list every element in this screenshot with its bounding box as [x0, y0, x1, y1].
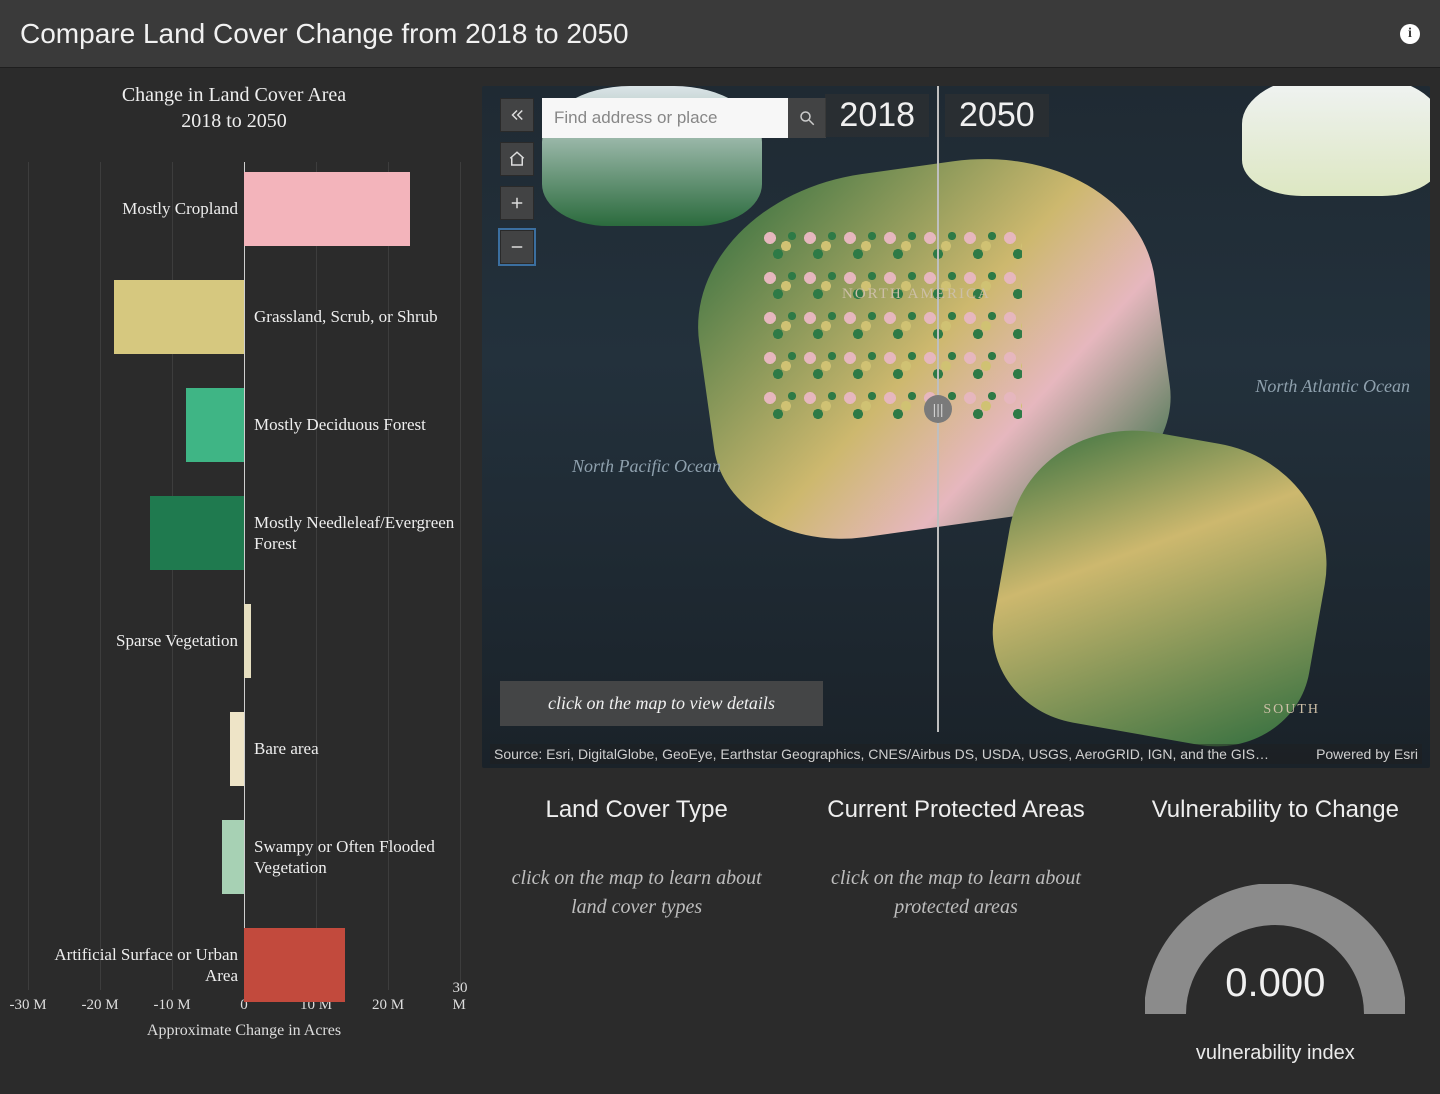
x-tick-label: 30 M [453, 980, 468, 1014]
chart-bar[interactable] [244, 172, 410, 246]
collapse-panel-button[interactable] [500, 98, 534, 132]
zoom-out-button[interactable] [500, 230, 534, 264]
page-title: Compare Land Cover Change from 2018 to 2… [20, 18, 629, 50]
attribution-powered: Powered by Esri [1316, 746, 1418, 762]
year-left-badge: 2018 [825, 94, 929, 137]
info-icon[interactable]: i [1400, 24, 1420, 44]
chart-bar[interactable] [244, 928, 345, 1002]
main-content: Change in Land Cover Area 2018 to 2050 -… [0, 68, 1440, 1094]
map-label-pacific: North Pacific Ocean [572, 456, 721, 477]
chart-title: Change in Land Cover Area 2018 to 2050 [6, 82, 462, 134]
chart-bar-label: Mostly Cropland [28, 172, 238, 246]
chart-bar-label: Artificial Surface or Urban Area [28, 928, 238, 1002]
map-label-atlantic: North Atlantic Ocean [1255, 376, 1410, 397]
chart-bar-label: Sparse Vegetation [28, 604, 238, 678]
chart-bar-label: Mostly Needleleaf/Evergreen Forest [254, 496, 458, 570]
chart-bar-label: Grassland, Scrub, or Shrub [254, 280, 458, 354]
gauge-value: 0.000 [1145, 961, 1405, 1006]
chart-gridline [244, 162, 245, 990]
left-panel: Change in Land Cover Area 2018 to 2050 -… [0, 68, 472, 1094]
map-tip: click on the map to view details [500, 681, 823, 726]
info-cards-row: Land Cover Type click on the map to lear… [482, 796, 1430, 1065]
app-header: Compare Land Cover Change from 2018 to 2… [0, 0, 1440, 68]
card-title: Land Cover Type [545, 796, 727, 824]
attribution-source: Source: Esri, DigitalGlobe, GeoEye, Eart… [494, 746, 1269, 762]
home-extent-button[interactable] [500, 142, 534, 176]
x-axis-label: Approximate Change in Acres [28, 1022, 460, 1040]
map-compare[interactable]: NORTH AMERICA North Pacific Ocean North … [482, 86, 1430, 768]
search-input[interactable] [542, 98, 788, 138]
map-landmass [1242, 86, 1430, 196]
chart-bar[interactable] [150, 496, 244, 570]
chart-bar-label: Swampy or Often Flooded Vegetation [254, 820, 458, 894]
map-controls [500, 98, 534, 264]
vulnerability-gauge: 0.000 [1145, 884, 1405, 1024]
right-panel: NORTH AMERICA North Pacific Ocean North … [472, 68, 1440, 1094]
card-title: Current Protected Areas [827, 796, 1084, 824]
chart-gridline [100, 162, 101, 990]
card-message: click on the map to learn about land cov… [507, 864, 767, 922]
year-right-badge: 2050 [945, 94, 1049, 137]
chart-title-line1: Change in Land Cover Area [122, 84, 346, 106]
chart-bar[interactable] [114, 280, 244, 354]
swipe-divider[interactable]: ||| [937, 86, 939, 732]
card-protected-areas: Current Protected Areas click on the map… [801, 796, 1110, 1065]
chart-bar[interactable] [222, 820, 244, 894]
search-button[interactable] [788, 98, 826, 138]
bar-chart: -30 M-20 M-10 M010 M20 M30 MApproximate … [6, 144, 462, 1034]
chart-bar[interactable] [230, 712, 244, 786]
chart-title-line2: 2018 to 2050 [181, 110, 287, 132]
chart-gridline [28, 162, 29, 990]
map-landcover-overlay [762, 226, 1022, 426]
swipe-handle-grip[interactable]: ||| [924, 395, 952, 423]
card-land-cover: Land Cover Type click on the map to lear… [482, 796, 791, 1065]
chart-bar-label: Mostly Deciduous Forest [254, 388, 458, 462]
x-tick-label: 20 M [372, 997, 404, 1014]
card-message: click on the map to learn about protecte… [826, 864, 1086, 922]
chart-gridline [460, 162, 461, 990]
card-vulnerability: Vulnerability to Change 0.000 vulnerabil… [1121, 796, 1430, 1065]
chart-bar[interactable] [186, 388, 244, 462]
chart-bar-label: Bare area [254, 712, 458, 786]
chart-bar[interactable] [244, 604, 251, 678]
gauge-label: vulnerability index [1196, 1042, 1355, 1065]
map-label-sa: SOUTH [1263, 702, 1320, 718]
map-label-na: NORTH AMERICA [842, 286, 991, 303]
map-attribution: Source: Esri, DigitalGlobe, GeoEye, Eart… [490, 744, 1422, 764]
map-search [542, 98, 826, 138]
zoom-in-button[interactable] [500, 186, 534, 220]
card-title: Vulnerability to Change [1152, 796, 1399, 824]
